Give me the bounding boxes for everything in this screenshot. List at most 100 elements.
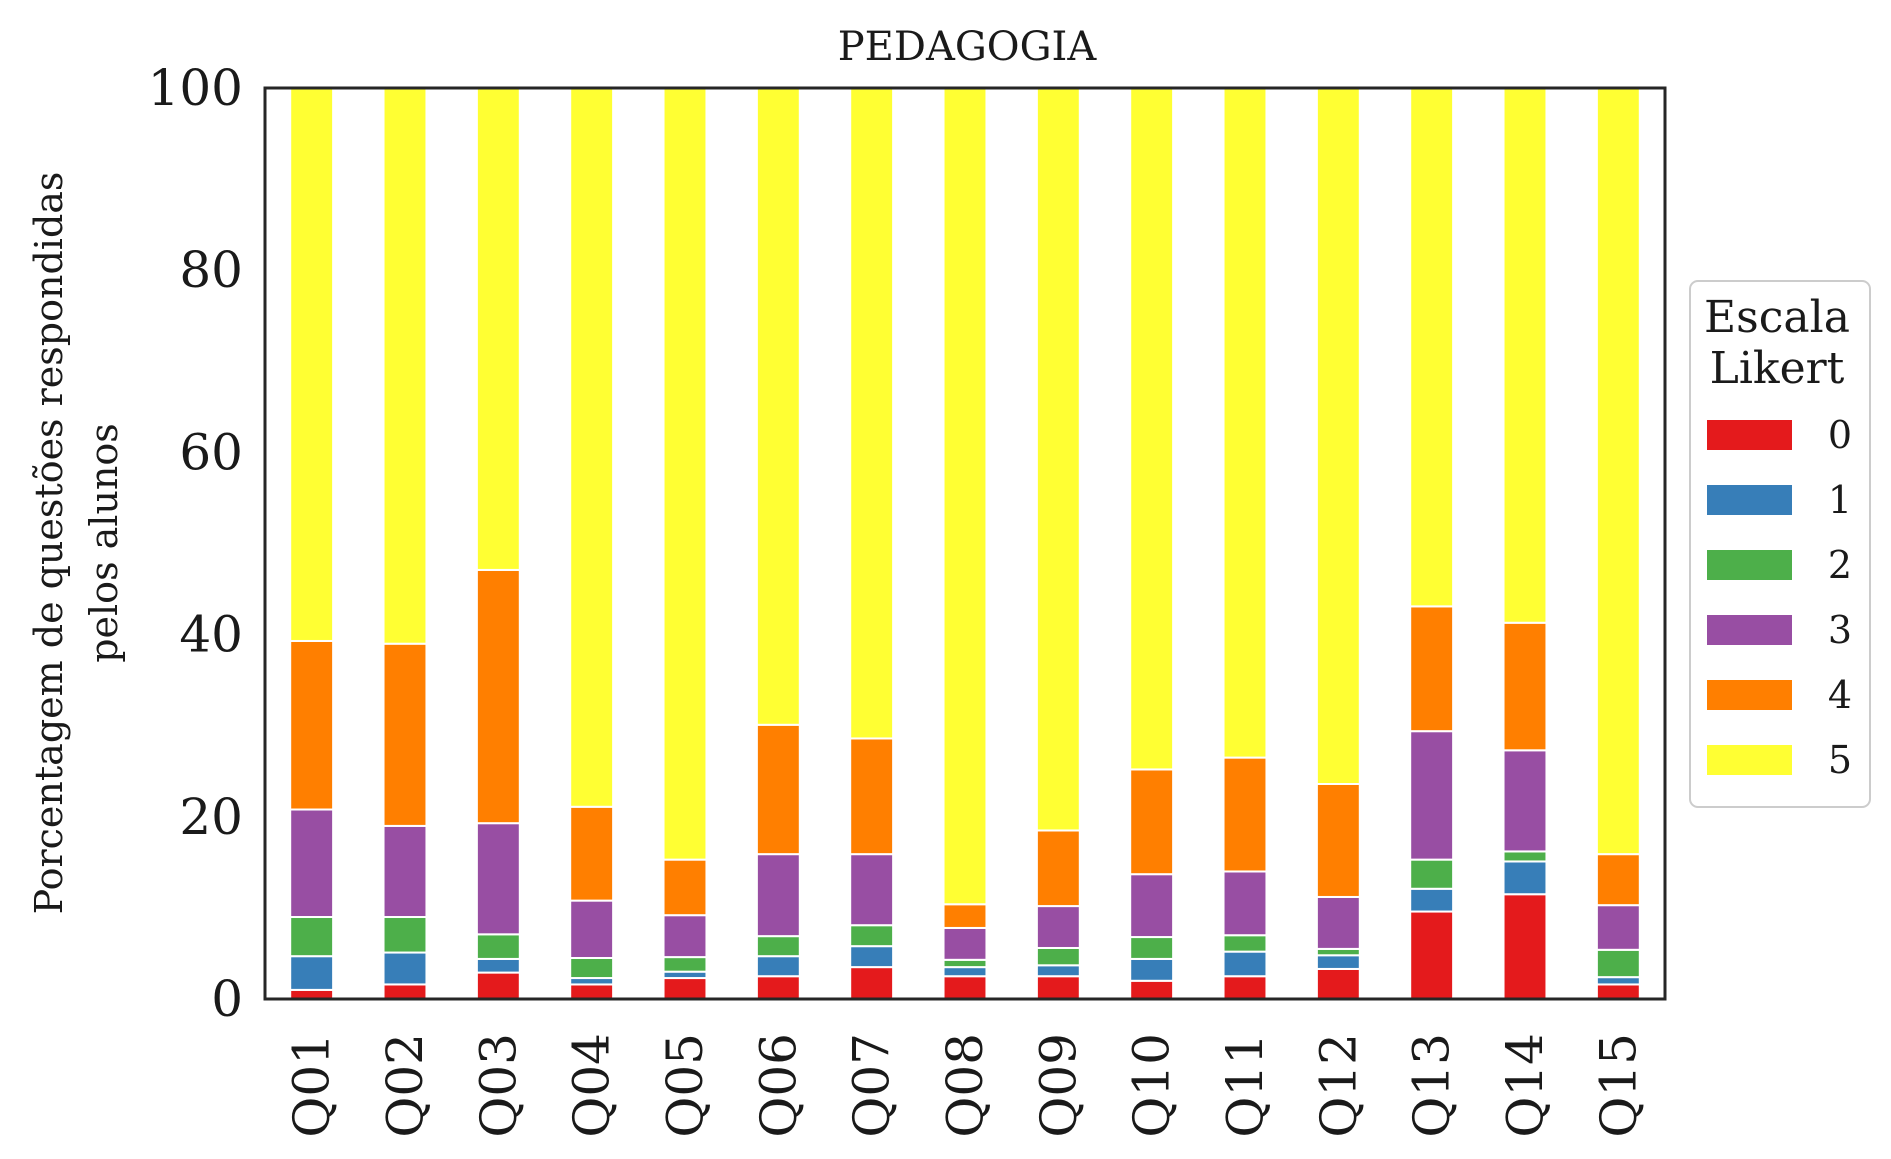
bar-q06-scale-5 xyxy=(755,87,801,726)
bar-q10-scale-2 xyxy=(1129,936,1175,960)
legend-swatch-1 xyxy=(1707,485,1792,515)
bar-q14-scale-0 xyxy=(1502,893,1548,1000)
bar-q03-scale-4 xyxy=(475,568,521,825)
bar-q12-scale-5 xyxy=(1315,87,1361,785)
legend-swatch-5 xyxy=(1707,745,1792,775)
bar-q02-scale-0 xyxy=(382,983,428,1000)
y-tick-label: 60 xyxy=(179,423,243,481)
x-tick-label: Q08 xyxy=(936,1033,994,1138)
bar-q01-scale-3 xyxy=(289,808,335,919)
bar-q02-scale-2 xyxy=(382,916,428,954)
y-tick-label: 40 xyxy=(179,606,243,664)
x-tick-label: Q03 xyxy=(469,1033,527,1138)
bar-q15-scale-5 xyxy=(1595,87,1641,856)
bar-q11-scale-4 xyxy=(1222,756,1268,873)
bar-q12-scale-3 xyxy=(1315,895,1361,950)
bar-q02-scale-5 xyxy=(382,87,428,645)
y-axis-label-line-2: pelos alunos xyxy=(82,423,126,663)
bar-q15-scale-3 xyxy=(1595,904,1641,951)
bar-q05-scale-4 xyxy=(662,858,708,917)
bar-q09-scale-0 xyxy=(1035,975,1081,1000)
bar-q04-scale-2 xyxy=(569,957,615,980)
bar-q13-scale-4 xyxy=(1409,605,1455,733)
bar-q05-scale-3 xyxy=(662,914,708,959)
bar-q14-scale-4 xyxy=(1502,621,1548,752)
plot-frame xyxy=(263,86,1667,1001)
bar-q06-scale-4 xyxy=(755,723,801,856)
y-tick-label: 20 xyxy=(179,788,243,846)
bar-q15-scale-4 xyxy=(1595,853,1641,907)
bar-q09-scale-3 xyxy=(1035,905,1081,949)
bar-q11-scale-0 xyxy=(1222,975,1268,1000)
bar-q11-scale-5 xyxy=(1222,87,1268,759)
x-tick-label: Q05 xyxy=(656,1033,714,1138)
x-tick-label: Q12 xyxy=(1309,1033,1367,1138)
legend-swatch-2 xyxy=(1707,550,1792,580)
legend-label-4: 4 xyxy=(1828,673,1852,717)
bar-q13-scale-5 xyxy=(1409,87,1455,608)
x-tick-label: Q11 xyxy=(1216,1033,1274,1138)
bar-q07-scale-0 xyxy=(849,966,895,1000)
bar-q03-scale-5 xyxy=(475,87,521,571)
y-axis-label: Porcentagem de questões respondidas pelo… xyxy=(27,172,126,915)
bar-q10-scale-3 xyxy=(1129,873,1175,939)
bar-q04-scale-4 xyxy=(569,805,615,902)
bar-q01-scale-5 xyxy=(289,87,335,642)
bar-q13-scale-1 xyxy=(1409,887,1455,913)
y-tick-label: 0 xyxy=(211,970,243,1028)
bar-q09-scale-1 xyxy=(1035,964,1081,978)
y-axis-ticks: 0 20 40 60 80 100 xyxy=(148,59,243,1028)
bar-q08-scale-3 xyxy=(942,926,988,961)
bar-q05-scale-5 xyxy=(662,87,708,861)
legend-swatch-4 xyxy=(1707,680,1792,710)
legend-label-0: 0 xyxy=(1828,413,1852,457)
bar-q01-scale-4 xyxy=(289,639,335,811)
x-tick-label: Q10 xyxy=(1123,1033,1181,1138)
bar-q02-scale-3 xyxy=(382,824,428,919)
bar-q11-scale-2 xyxy=(1222,934,1268,953)
legend-label-3: 3 xyxy=(1828,608,1852,652)
bar-q08-scale-2 xyxy=(942,958,988,969)
bar-q06-scale-2 xyxy=(755,935,801,958)
bar-q14-scale-2 xyxy=(1502,850,1548,863)
bar-q03-scale-1 xyxy=(475,957,521,974)
legend-box xyxy=(1689,280,1871,808)
bar-q07-scale-5 xyxy=(849,87,895,740)
bar-q13-scale-3 xyxy=(1409,730,1455,861)
bar-q02-scale-4 xyxy=(382,642,428,827)
legend-label-5: 5 xyxy=(1828,738,1852,782)
bar-q06-scale-3 xyxy=(755,853,801,938)
bar-q06-scale-0 xyxy=(755,975,801,1000)
bar-q10-scale-0 xyxy=(1129,979,1175,1001)
x-tick-label: Q15 xyxy=(1589,1033,1647,1138)
bar-q09-scale-4 xyxy=(1035,829,1081,908)
bar-q03-scale-0 xyxy=(475,971,521,1001)
bar-q12-scale-1 xyxy=(1315,954,1361,970)
x-tick-label: Q07 xyxy=(843,1033,901,1138)
y-tick-label: 100 xyxy=(148,59,243,117)
bar-q03-scale-2 xyxy=(475,933,521,960)
bar-q13-scale-0 xyxy=(1409,910,1455,1000)
bar-q08-scale-1 xyxy=(942,966,988,978)
bar-q07-scale-2 xyxy=(849,924,895,948)
bar-q10-scale-5 xyxy=(1129,87,1175,771)
y-tick-label: 80 xyxy=(179,241,243,299)
bar-q15-scale-1 xyxy=(1595,976,1641,986)
bar-q01-scale-2 xyxy=(289,916,335,958)
bar-q11-scale-3 xyxy=(1222,870,1268,937)
bar-q08-scale-0 xyxy=(942,975,988,1000)
x-tick-label: Q06 xyxy=(749,1033,807,1138)
bar-q05-scale-2 xyxy=(662,956,708,973)
bar-q01-scale-1 xyxy=(289,955,335,991)
bar-q11-scale-1 xyxy=(1222,950,1268,978)
x-tick-label: Q13 xyxy=(1403,1033,1461,1138)
bar-q10-scale-1 xyxy=(1129,957,1175,982)
bar-q08-scale-5 xyxy=(942,87,988,906)
bar-q02-scale-1 xyxy=(382,951,428,986)
bar-q14-scale-5 xyxy=(1502,87,1548,624)
bar-q13-scale-2 xyxy=(1409,858,1455,890)
bar-q15-scale-2 xyxy=(1595,948,1641,979)
x-tick-label: Q01 xyxy=(283,1033,341,1138)
bar-q09-scale-2 xyxy=(1035,946,1081,967)
